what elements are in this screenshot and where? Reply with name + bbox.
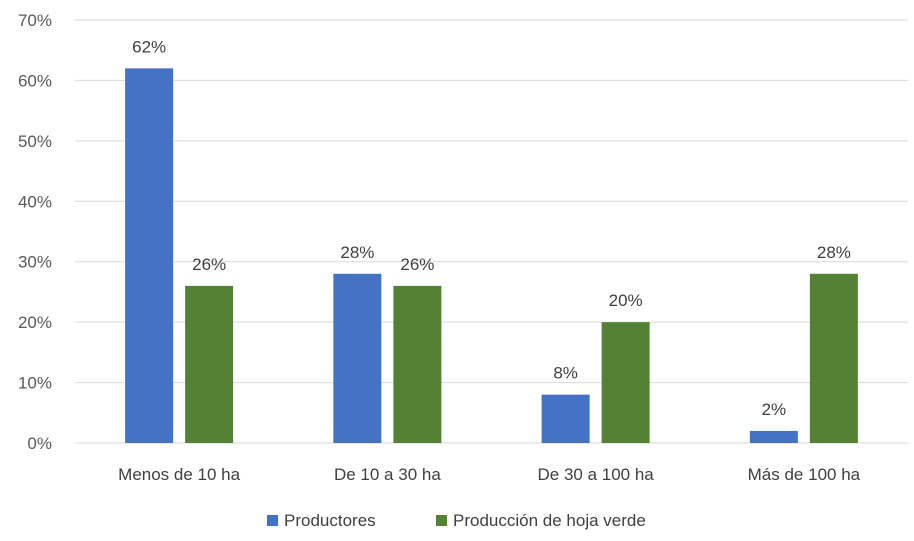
x-category-label: De 30 a 100 ha [537,465,654,484]
x-category-label: De 10 a 30 ha [334,465,441,484]
y-tick-label: 70% [18,11,52,30]
bar-produccion-hoja-verde [601,322,650,443]
bar-produccion-hoja-verde [809,273,858,443]
data-label: 28% [817,243,851,262]
bar-productores [749,430,798,443]
data-label: 8% [553,364,578,383]
data-label: 28% [340,243,374,262]
legend-label: Productores [284,511,376,530]
y-tick-label: 40% [18,192,52,211]
bar-productores [541,394,590,443]
bar-produccion-hoja-verde [185,285,234,443]
y-tick-label: 0% [27,434,52,453]
bar-productores [333,273,382,443]
y-tick-label: 50% [18,132,52,151]
data-label: 26% [400,255,434,274]
y-tick-label: 60% [18,71,52,90]
y-tick-label: 30% [18,253,52,272]
bar-productores [125,68,174,443]
x-category-label: Más de 100 ha [748,465,861,484]
y-tick-label: 20% [18,313,52,332]
data-label: 20% [609,291,643,310]
bar-produccion-hoja-verde [393,285,442,443]
legend-swatch [267,515,278,526]
x-category-label: Menos de 10 ha [118,465,240,484]
legend-swatch [436,515,447,526]
data-label: 62% [132,37,166,56]
data-label: 2% [762,400,787,419]
y-tick-label: 10% [18,374,52,393]
data-label: 26% [192,255,226,274]
legend-label: Producción de hoja verde [453,511,646,530]
